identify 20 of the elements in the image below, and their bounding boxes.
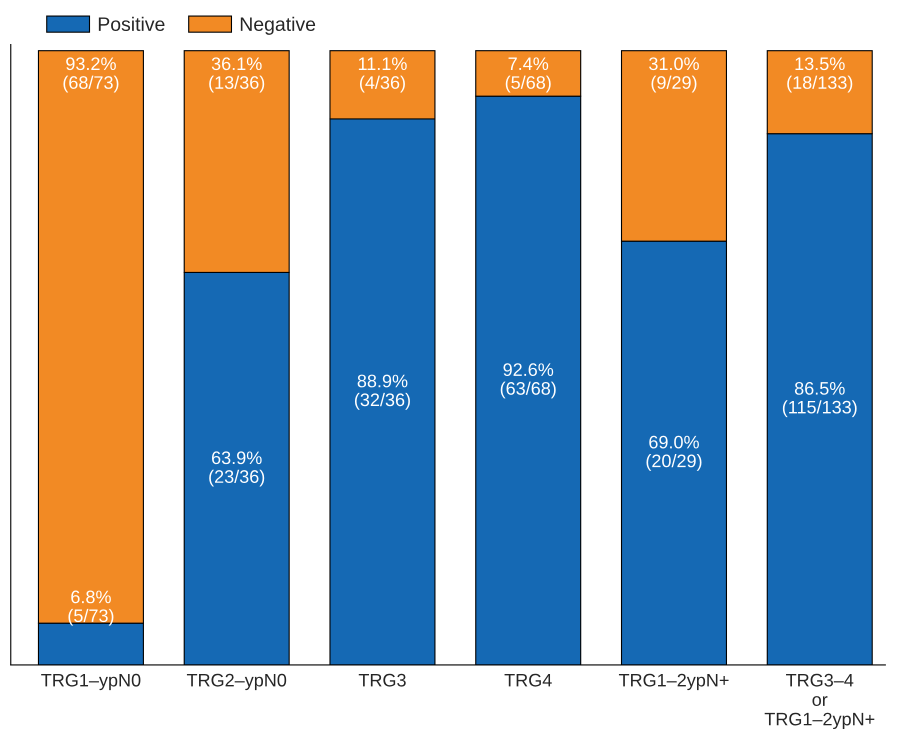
- data-label: 7.4% (5/68): [506, 57, 551, 92]
- x-tick-label: TRG2–ypN0: [186, 674, 286, 690]
- data-label: 63.9% (23/36): [209, 451, 264, 487]
- data-label: 31.0% (9/29): [649, 57, 699, 92]
- legend-label: Positive: [98, 16, 164, 32]
- x-tick-label: TRG3–4 or TRG1–2ypN+: [764, 674, 874, 730]
- legend-label: Negative: [240, 16, 316, 35]
- data-label: 93.2% (68/73): [63, 57, 118, 92]
- data-label: 88.9% (32/36): [354, 374, 410, 410]
- x-tick-label: TRG1–ypN0: [41, 674, 140, 690]
- data-label: 69.0% (20/29): [646, 436, 702, 471]
- x-tick-label: TRG4: [504, 674, 552, 687]
- data-label: 86.5% (115/133): [782, 382, 857, 418]
- data-label: 92.6% (63/68): [500, 363, 556, 398]
- data-label: 6.8% (5/73): [68, 590, 114, 626]
- data-label: 13.5% (18/133): [787, 57, 852, 92]
- x-tick-label: TRG3: [358, 674, 406, 687]
- data-label: 11.1% (4/36): [358, 57, 407, 92]
- x-tick-label: TRG1–2ypN+: [618, 674, 729, 690]
- data-label: 36.1% (13/36): [209, 57, 264, 92]
